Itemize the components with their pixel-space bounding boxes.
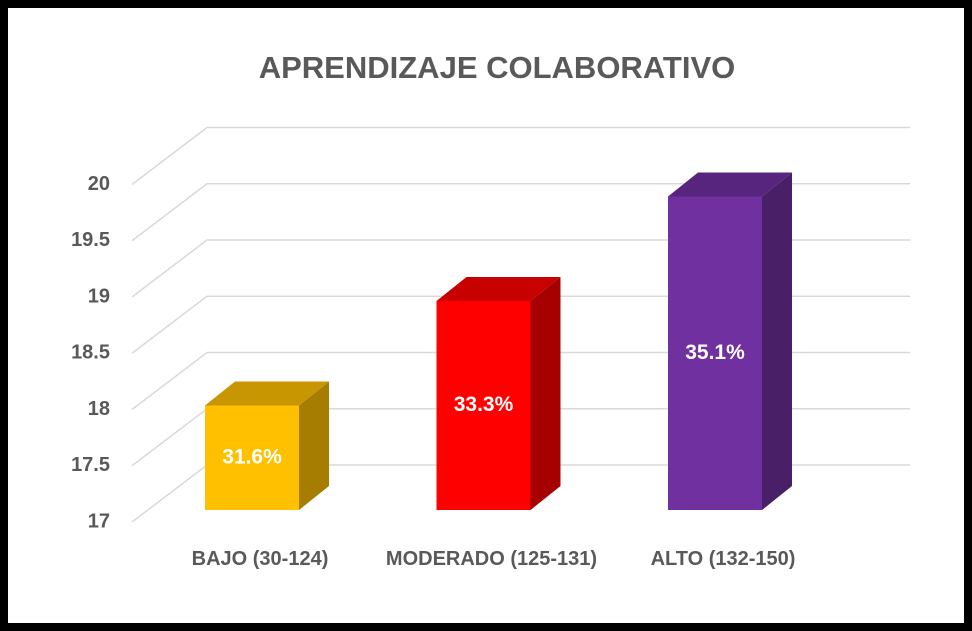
grid-line (131, 126, 910, 186)
bar-top (668, 172, 792, 197)
bar-side (530, 277, 561, 510)
bar-front (436, 301, 531, 510)
bar-side (762, 172, 792, 510)
y-tick-label: 17.5 (71, 454, 110, 476)
data-label: 31.6% (222, 445, 282, 468)
chart: APRENDIZAJE COLABORATIVO 17 17.5 18 18.5 19 1… (71, 50, 910, 532)
bar-side (299, 381, 329, 510)
chart-title: APRENDIZAJE COLABORATIVO (259, 50, 736, 85)
y-tick-label: 17 (88, 510, 110, 532)
y-tick-label: 19 (88, 285, 110, 307)
bar-top (205, 381, 329, 406)
y-tick-label: 19.5 (71, 229, 110, 251)
x-tick-label: BAJO (30-124) (191, 548, 329, 570)
data-label: 33.3% (454, 393, 514, 416)
x-tick-label: MODERADO (125-131) (385, 548, 598, 570)
x-tick-label: ALTO (132-150) (650, 548, 796, 570)
y-tick-label: 20 (88, 173, 110, 195)
grid-line (131, 183, 910, 242)
y-tick-label: 18 (88, 398, 110, 420)
bar-top (436, 277, 561, 301)
y-tick-label: 18.5 (71, 342, 110, 364)
data-label: 35.1% (685, 341, 745, 364)
bar-front (205, 405, 299, 510)
bar-front (668, 196, 762, 510)
